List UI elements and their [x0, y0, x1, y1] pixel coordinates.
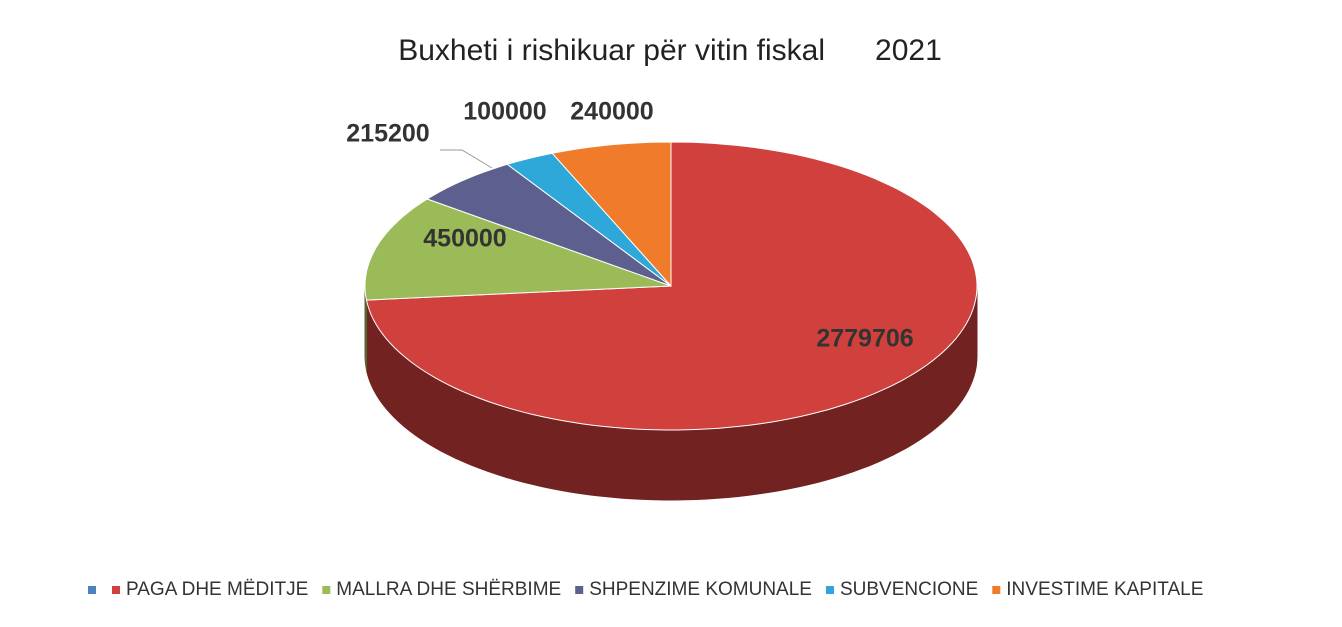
legend-marker: [112, 586, 120, 594]
legend-marker: [88, 586, 96, 594]
legend-label: PAGA DHE MËDITJE: [126, 579, 308, 600]
legend-marker: [322, 586, 331, 594]
data-label: 100000: [463, 98, 546, 126]
data-label: 215200: [346, 120, 429, 148]
legend-marker: [575, 586, 584, 594]
legend-marker: [825, 586, 834, 594]
slice: [364, 198, 672, 301]
chart-title: Buxheti i rishikuar për vitin fiskal 202…: [398, 34, 942, 67]
slice: [551, 141, 672, 288]
data-label: 240000: [570, 98, 653, 126]
data-label: 450000: [423, 225, 506, 253]
legend-label: MALLRA DHE SHËRBIME: [336, 579, 561, 600]
legend-label: SHPENZIME KOMUNALE: [589, 579, 812, 600]
legend-marker: [992, 586, 1001, 594]
legend-label: INVESTIME KAPITALE: [1006, 579, 1203, 600]
slice: [426, 163, 672, 287]
legend-label: SUBVENCIONE: [840, 579, 978, 600]
leader-line: [440, 149, 493, 169]
data-label: 2779706: [816, 325, 913, 353]
slice: [506, 152, 672, 287]
slice: [365, 141, 978, 431]
